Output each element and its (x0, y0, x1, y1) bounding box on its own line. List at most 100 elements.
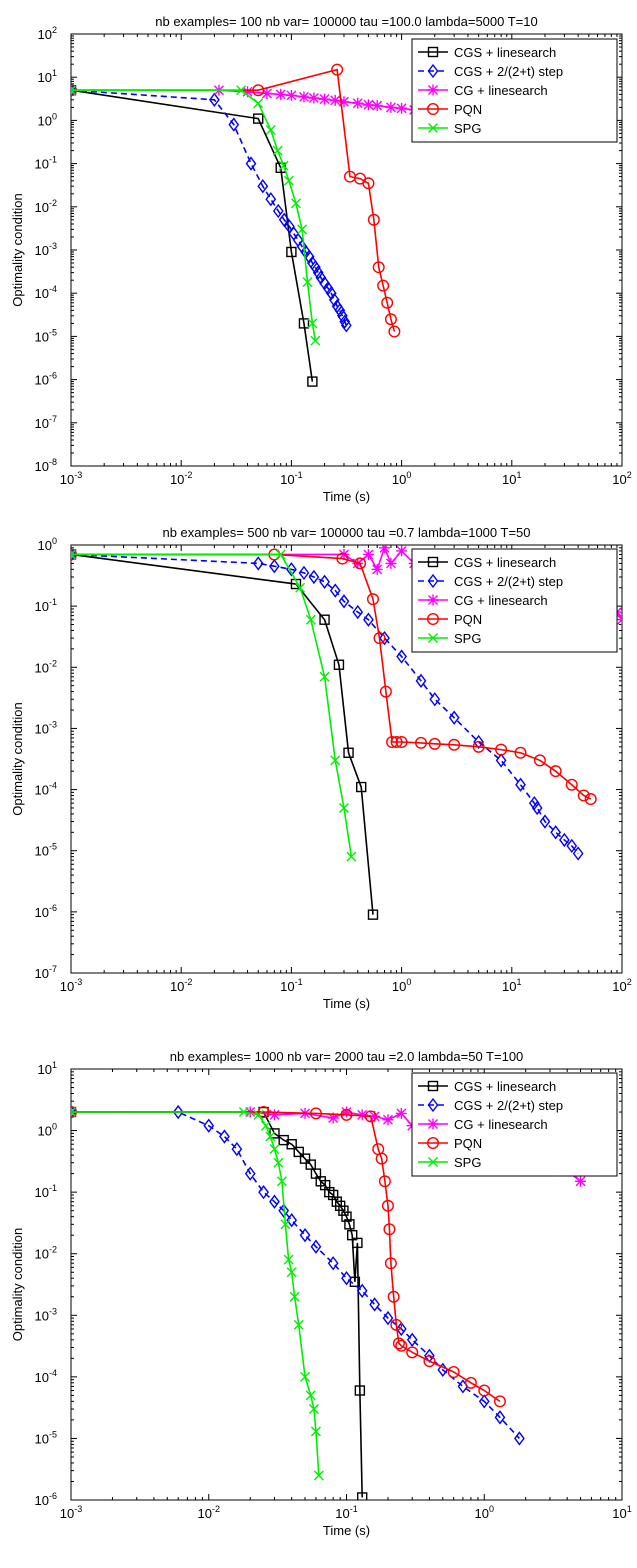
data-point (566, 838, 578, 854)
data-point (308, 1404, 319, 1415)
data-point (268, 1109, 280, 1121)
data-point (375, 1152, 388, 1165)
x-tick-label: 100 (392, 977, 411, 994)
data-point (280, 1219, 291, 1230)
x-tick-exponent: 1 (517, 470, 522, 480)
data-point (354, 1385, 366, 1396)
data-point (347, 1229, 358, 1241)
data-point (367, 909, 379, 920)
data-point (379, 630, 390, 646)
y-tick-exponent: -1 (49, 155, 57, 165)
data-point (382, 1114, 394, 1126)
data-point (396, 545, 408, 557)
x-tick-exponent: -3 (74, 977, 82, 987)
x-tick-label: 10-2 (170, 470, 192, 487)
data-point (319, 614, 330, 625)
data-point (219, 1129, 230, 1144)
x-tick-label: 10-1 (280, 470, 302, 487)
data-point (298, 565, 310, 581)
legend-label: CGS + linesearch (454, 555, 556, 570)
y-tick-exponent: 1 (52, 1060, 57, 1070)
data-point (379, 685, 392, 698)
data-point (308, 569, 320, 585)
legend-marker (427, 63, 439, 79)
data-point (298, 91, 310, 103)
y-axis-label: Optimality condition (10, 702, 25, 815)
x-tick-exponent: 0 (489, 1504, 494, 1514)
data-point (344, 1219, 355, 1230)
data-point (423, 1355, 436, 1368)
data-point (429, 692, 441, 707)
data-point (346, 851, 357, 862)
data-point (278, 212, 290, 227)
data-point (356, 1283, 368, 1298)
legend-label: PQN (454, 612, 482, 627)
data-point (338, 1205, 349, 1216)
data-point (494, 1410, 506, 1425)
data-point (293, 1146, 304, 1158)
y-tick-exponent: -3 (49, 241, 57, 251)
y-tick-label: 10-5 (35, 842, 57, 859)
data-point (338, 548, 350, 560)
data-point (478, 1394, 490, 1409)
chart-bottom: nb examples= 1000 nb var= 2000 tau =2.0 … (10, 1049, 632, 1538)
data-point (390, 1318, 403, 1331)
data-point (299, 1228, 311, 1243)
data-point (319, 93, 331, 105)
data-point (533, 754, 546, 767)
data-point (559, 832, 570, 848)
y-tick-label: 10-6 (35, 371, 57, 388)
data-point (584, 793, 597, 806)
data-point (242, 86, 254, 98)
y-tick-exponent: 0 (52, 111, 57, 121)
data-point (71, 83, 77, 98)
data-point (338, 96, 350, 108)
y-tick-label: 10-2 (35, 198, 57, 215)
y-tick-label: 10-2 (35, 1245, 57, 1262)
data-point (336, 308, 348, 323)
data-point (252, 556, 264, 571)
legend-label: CG + linesearch (454, 83, 548, 98)
data-point (354, 557, 367, 570)
data-point (575, 1175, 587, 1187)
data-point (329, 583, 341, 598)
data-point (495, 743, 508, 756)
data-point (293, 1319, 304, 1330)
data-point (203, 1118, 215, 1133)
y-tick-label: 10-6 (35, 903, 57, 920)
data-point (257, 179, 269, 194)
y-tick-exponent: -2 (49, 198, 57, 208)
data-point (384, 313, 397, 326)
x-tick-label: 10-2 (198, 1504, 220, 1521)
data-point (302, 277, 313, 288)
x-tick-exponent: -2 (184, 977, 192, 987)
x-tick-label: 10-3 (60, 470, 82, 487)
legend-label: CG + linesearch (454, 593, 548, 608)
data-point (415, 673, 427, 689)
data-point (464, 1376, 477, 1389)
x-tick-label: 10-1 (280, 977, 302, 994)
data-point (305, 1159, 316, 1170)
y-tick-label: 10-4 (35, 1368, 57, 1385)
data-point (371, 563, 383, 575)
y-tick-exponent: 0 (52, 1122, 57, 1132)
data-point (172, 1104, 184, 1120)
data-point (71, 547, 77, 562)
x-tick-exponent: -1 (350, 1504, 358, 1514)
data-point (71, 85, 76, 96)
data-point (253, 1109, 264, 1120)
data-point (339, 314, 351, 329)
y-tick-exponent: 1 (52, 68, 57, 78)
y-tick-exponent: -5 (49, 327, 57, 337)
data-point (276, 1176, 287, 1187)
y-tick-label: 101 (38, 1060, 57, 1077)
y-tick-exponent: -1 (49, 597, 57, 607)
y-tick-exponent: -5 (49, 1429, 57, 1439)
data-point (363, 612, 374, 627)
data-point (286, 246, 297, 258)
data-point (336, 552, 349, 565)
data-point (273, 1157, 284, 1168)
y-tick-exponent: -6 (49, 1491, 57, 1501)
data-point (319, 671, 330, 682)
x-tick-exponent: -2 (212, 1504, 220, 1514)
